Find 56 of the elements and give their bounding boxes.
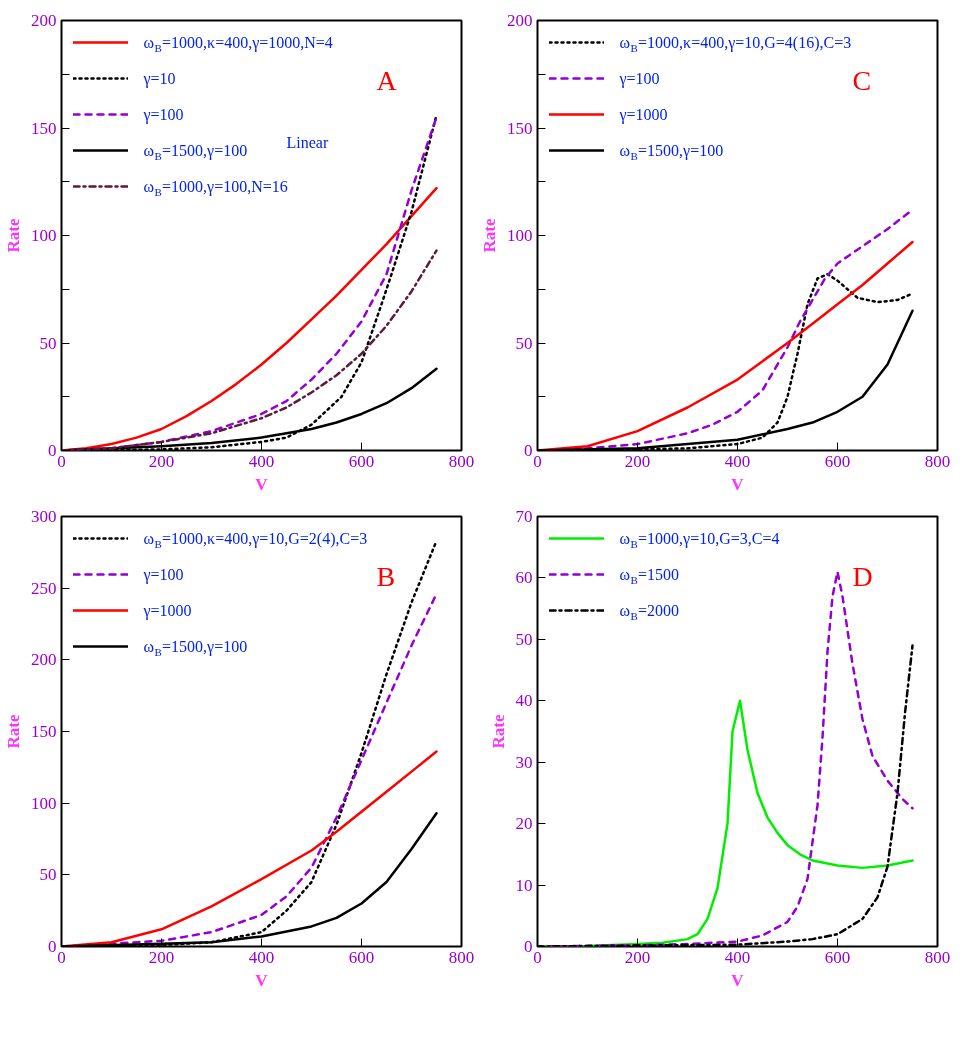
x-tick-label: 200 bbox=[624, 947, 651, 967]
y-tick-label: 150 bbox=[31, 722, 57, 741]
y-tick-label: 70 bbox=[515, 507, 533, 526]
y-tick-label: 50 bbox=[39, 865, 57, 885]
legend-label: γ=1000 bbox=[142, 602, 192, 620]
x-axis-title: V bbox=[731, 970, 745, 990]
y-tick-label: 40 bbox=[515, 691, 533, 711]
y-tick-label: 20 bbox=[515, 814, 533, 834]
legend-label: γ=10 bbox=[142, 70, 176, 88]
y-tick-label: 100 bbox=[31, 226, 57, 245]
y-tick-label: 60 bbox=[515, 568, 533, 588]
x-tick-label: 800 bbox=[448, 451, 475, 471]
x-tick-label: 400 bbox=[248, 451, 275, 471]
legend-label: γ=100 bbox=[142, 106, 184, 124]
x-axis-title: V bbox=[731, 474, 745, 494]
x-tick-label: 600 bbox=[348, 451, 375, 471]
x-tick-label: 600 bbox=[824, 451, 851, 471]
x-tick-label: 600 bbox=[824, 947, 851, 967]
x-tick-label: 800 bbox=[924, 947, 951, 967]
y-tick-label: 50 bbox=[515, 333, 533, 353]
y-tick-label: 300 bbox=[31, 507, 57, 526]
text: B bbox=[376, 560, 396, 592]
annotation: Linear bbox=[286, 133, 329, 151]
x-tick-label: 400 bbox=[724, 947, 751, 967]
y-tick-label: 50 bbox=[39, 333, 57, 353]
x-tick-label: 600 bbox=[348, 947, 375, 967]
legend-label: γ=100 bbox=[142, 566, 184, 584]
x-tick-label: 200 bbox=[148, 451, 175, 471]
x-tick-label: 400 bbox=[248, 947, 275, 967]
y-tick-label: 150 bbox=[507, 118, 533, 138]
y-axis-title: Rate bbox=[480, 218, 499, 253]
x-tick-label: 200 bbox=[624, 451, 651, 471]
y-tick-label: 10 bbox=[515, 875, 533, 895]
text: C bbox=[852, 64, 872, 96]
text: A bbox=[376, 64, 398, 96]
x-tick-label: 800 bbox=[448, 947, 475, 967]
legend-label: γ=100 bbox=[618, 70, 660, 88]
x-axis-title: V bbox=[255, 970, 269, 990]
y-tick-label: 250 bbox=[31, 578, 57, 598]
text: D bbox=[852, 560, 873, 592]
y-axis-title: Rate bbox=[488, 714, 508, 749]
legend-label: γ=1000 bbox=[618, 106, 668, 124]
x-tick-label: 400 bbox=[724, 451, 751, 471]
y-tick-label: 200 bbox=[507, 11, 533, 30]
y-tick-label: 200 bbox=[31, 11, 57, 30]
y-tick-label: 50 bbox=[515, 629, 533, 649]
x-axis-title: V bbox=[255, 474, 269, 494]
x-tick-label: 200 bbox=[148, 947, 175, 967]
y-axis-title: Rate bbox=[4, 714, 23, 749]
y-tick-label: 100 bbox=[31, 793, 57, 813]
y-tick-label: 30 bbox=[515, 752, 533, 772]
y-tick-label: 200 bbox=[31, 650, 57, 670]
y-tick-label: 150 bbox=[31, 118, 57, 138]
y-tick-label: 100 bbox=[507, 226, 533, 245]
y-axis-title: Rate bbox=[4, 218, 23, 253]
x-tick-label: 800 bbox=[924, 451, 951, 471]
